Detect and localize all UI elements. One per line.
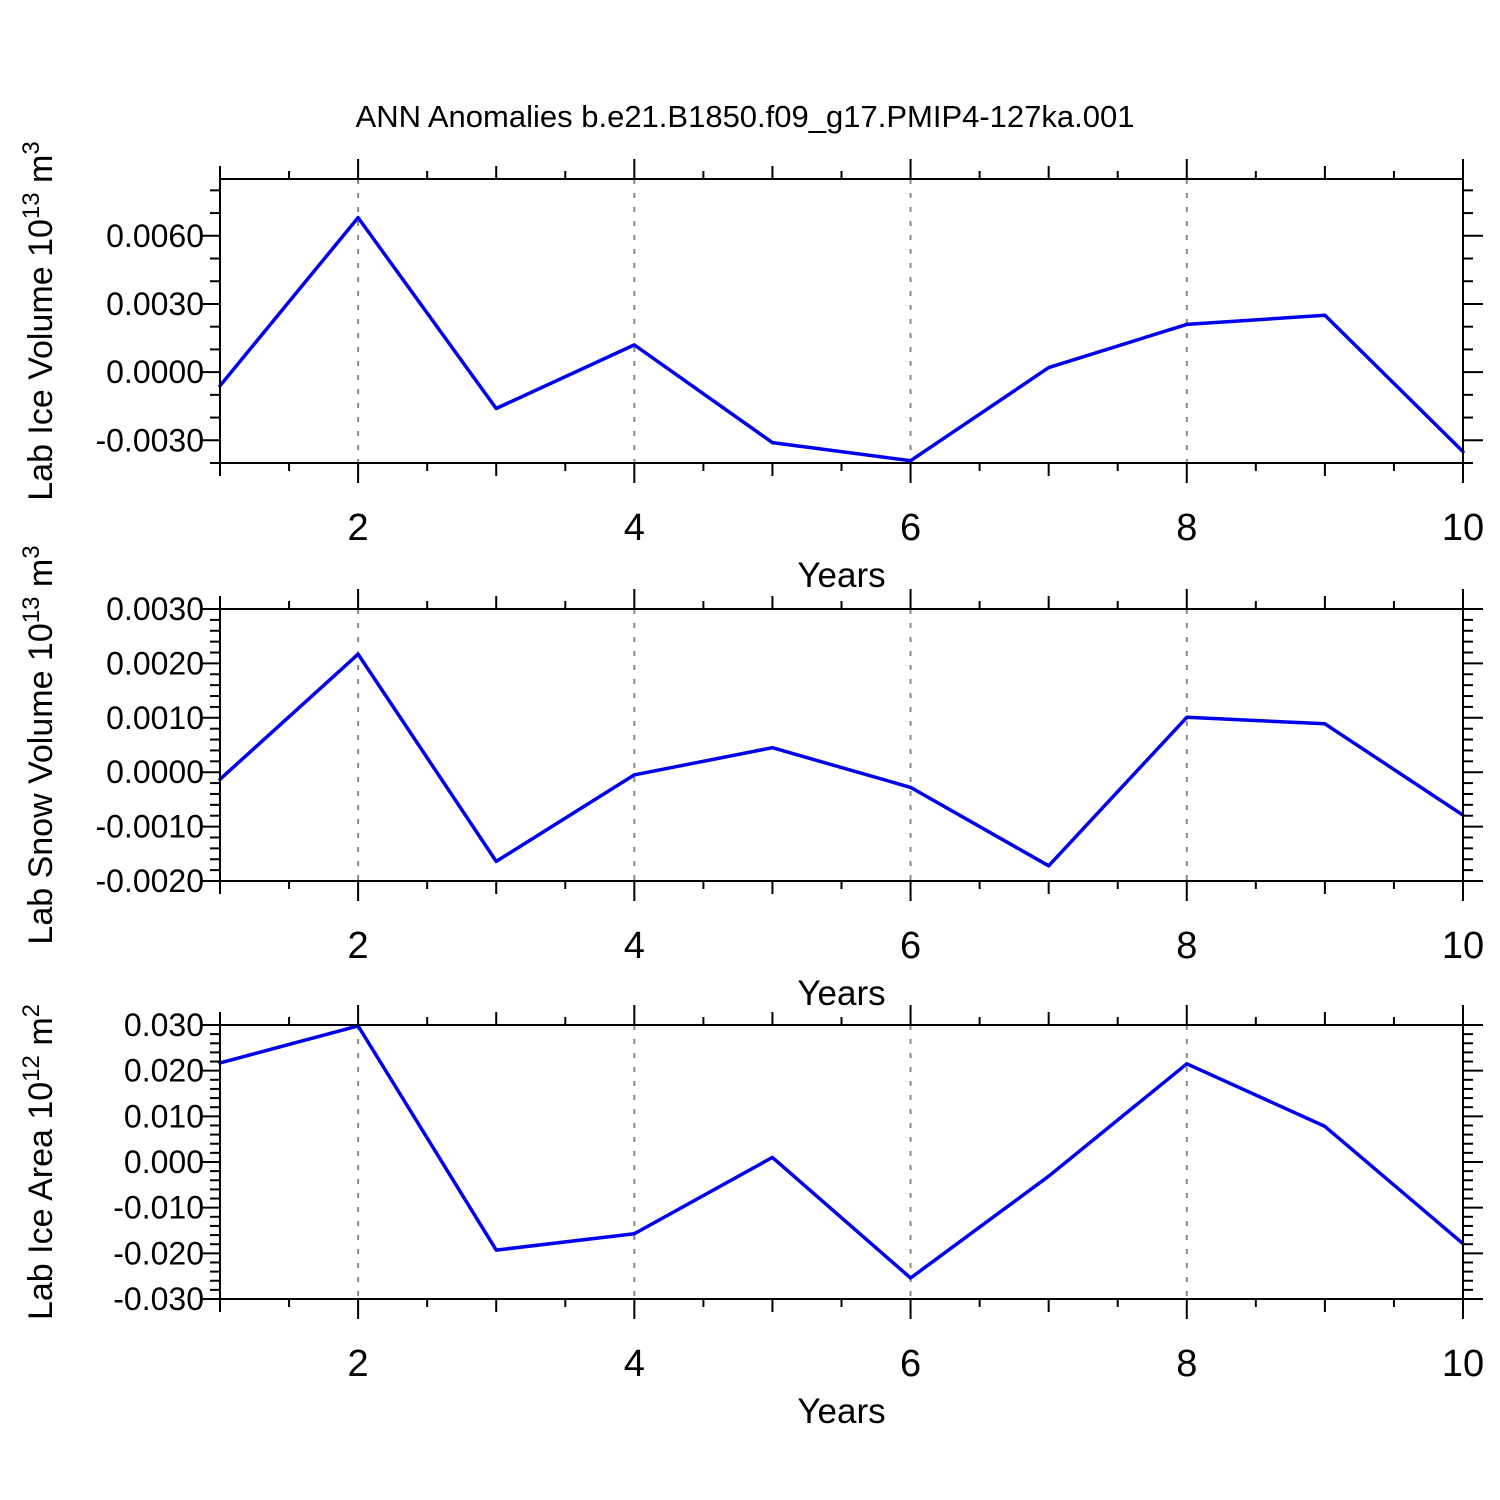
- y-tick-label: -0.0020: [95, 863, 204, 899]
- lab-ice-volume-line: [218, 215, 1465, 463]
- x-tick-label: 8: [1176, 1343, 1197, 1385]
- x-tick-label: 2: [348, 1343, 369, 1385]
- y-tick-label: 0.000: [124, 1144, 204, 1180]
- x-tick-label: 2: [348, 925, 369, 967]
- y-tick-label: 0.0030: [106, 591, 204, 627]
- panel-lab-ice-area: 0.030 0.020 0.010 0.000 -0.010 -0.020 -0.030 2 4…: [18, 1004, 1484, 1431]
- x-tick-label: 8: [1176, 925, 1197, 967]
- y-tick-label: -0.020: [113, 1235, 204, 1271]
- x-tick-label: 10: [1442, 925, 1484, 967]
- y-tick-label: -0.010: [113, 1190, 204, 1226]
- panel-lab-ice-volume: 0.0060 0.0030 0.0000 -0.0030 2 4 6 8 10 Years Lab …: [18, 141, 1484, 595]
- y-tick-label: 0.0030: [106, 286, 204, 322]
- y-tick-label: 0.030: [124, 1007, 204, 1043]
- panel-lab-snow-volume: 0.0030 0.0020 0.0010 0.0000 -0.0010 -0.0020 2 4…: [18, 545, 1484, 1013]
- x-tick-label: 4: [624, 507, 645, 549]
- x-tick-label: 6: [900, 507, 921, 549]
- y-tick-label: 0.0010: [106, 700, 204, 736]
- y-tick-label: -0.030: [113, 1281, 204, 1317]
- x-tick-label: 4: [624, 1343, 645, 1385]
- panels: 0.0060 0.0030 0.0000 -0.0030 2 4 6 8 10 Years Lab …: [18, 141, 1484, 1431]
- y-tick-label: 0.0020: [106, 645, 204, 681]
- plot-frame: [219, 178, 1464, 464]
- x-tick-label: 8: [1176, 507, 1197, 549]
- lab-snow-volume-line: [218, 652, 1465, 868]
- y-tick-label: 0.0000: [106, 354, 204, 390]
- x-axis-title: Years: [797, 556, 885, 595]
- x-tick-label: 10: [1442, 507, 1484, 549]
- y-tick-label: 0.0000: [106, 754, 204, 790]
- plot-frame: [219, 608, 1464, 882]
- y-axis-title: Lab Ice Volume 1013 m3: [18, 141, 60, 501]
- x-axis-title: Years: [797, 1392, 885, 1431]
- y-axis-title: Lab Ice Area 1012 m2: [18, 1004, 60, 1320]
- plot-frame: [219, 1024, 1464, 1300]
- x-tick-label: 6: [900, 1343, 921, 1385]
- y-tick-label: 0.010: [124, 1098, 204, 1134]
- y-tick-label: 0.0060: [106, 218, 204, 254]
- y-tick-label: -0.0030: [95, 422, 204, 458]
- x-tick-label: 6: [900, 925, 921, 967]
- lab-ice-area-line: [218, 1024, 1465, 1280]
- y-tick-label: 0.020: [124, 1053, 204, 1089]
- x-tick-label: 10: [1442, 1343, 1484, 1385]
- y-axis-title: Lab Snow Volume 1013 m3: [18, 545, 60, 944]
- y-tick-label: -0.0010: [95, 809, 204, 845]
- figure-title: ANN Anomalies b.e21.B1850.f09_g17.PMIP4-…: [356, 99, 1135, 134]
- x-tick-label: 2: [348, 507, 369, 549]
- x-axis-title: Years: [797, 974, 885, 1013]
- x-tick-label: 4: [624, 925, 645, 967]
